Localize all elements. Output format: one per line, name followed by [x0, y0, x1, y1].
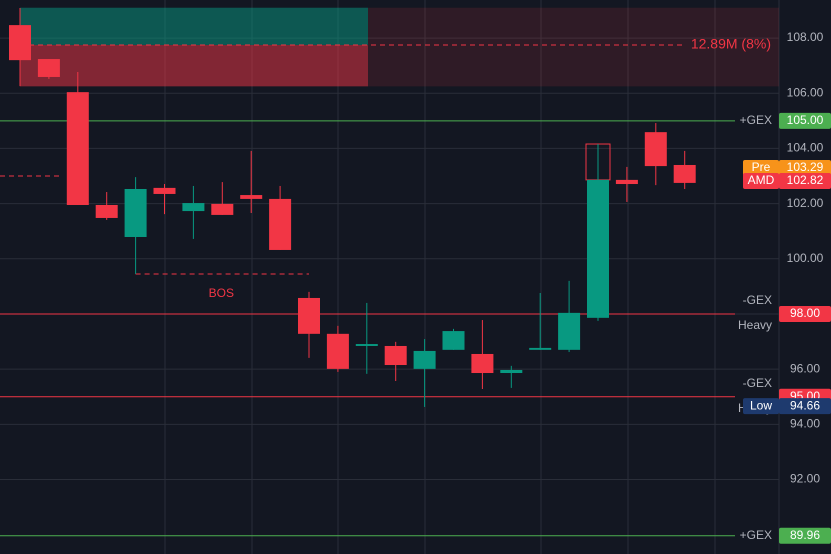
level-name: -GEX	[743, 293, 772, 307]
marker-label: 94.66	[790, 398, 820, 412]
candle-body	[471, 353, 494, 374]
level-tag	[779, 112, 831, 129]
level-name: +GEX	[740, 528, 772, 542]
marker-name: AMD	[748, 173, 775, 187]
candle-body	[37, 59, 60, 77]
candle-body	[529, 347, 552, 350]
candle-body	[240, 195, 263, 199]
candle-body	[413, 350, 436, 369]
marker-label: 102.82	[787, 173, 824, 187]
level-tag-label: 89.96	[790, 528, 820, 542]
candle-body	[153, 187, 176, 194]
y-tick-label: 92.00	[790, 472, 820, 486]
candle-body	[182, 203, 205, 212]
candle-body	[500, 369, 523, 374]
candle-body	[355, 344, 378, 346]
y-tick-label: 94.00	[790, 417, 820, 431]
stop-zone	[20, 44, 368, 87]
v-grid	[164, 0, 716, 554]
level-tag	[779, 305, 831, 322]
marker-name-tag	[743, 398, 779, 415]
candle-body	[211, 203, 234, 215]
candle-body	[298, 297, 320, 334]
marker-tag	[779, 172, 831, 189]
y-tick-label: 108.00	[787, 30, 824, 44]
candle-body	[384, 345, 407, 366]
marker-name-tag	[743, 160, 779, 177]
level-note: Heavy	[738, 318, 772, 332]
candle-body	[124, 188, 147, 237]
y-tick-label: 100.00	[787, 251, 824, 265]
candle-body	[442, 331, 465, 350]
marker-name: Pre	[752, 160, 771, 174]
candle-body	[558, 312, 581, 350]
y-tick-label: 96.00	[790, 361, 820, 375]
position-label: 12.89M (8%)	[691, 36, 771, 52]
level-tag-label: 98.00	[790, 306, 820, 320]
target-zone	[20, 7, 368, 45]
bos-label: BOS	[209, 286, 234, 300]
candle-body	[326, 333, 349, 369]
level-name: +GEX	[740, 113, 772, 127]
marker-name-tag	[743, 172, 779, 189]
candle-body	[269, 198, 292, 250]
candle-body	[9, 25, 31, 61]
marker-name: Low	[750, 398, 772, 412]
marker-tag	[779, 160, 831, 177]
candle-body	[644, 132, 667, 167]
level-name: -GEX	[743, 376, 772, 390]
candle-body	[95, 204, 118, 218]
y-tick-label: 102.00	[787, 196, 824, 210]
target-zone-extended	[368, 7, 779, 87]
level-tag-label: 105.00	[787, 113, 824, 127]
y-tick-label: 106.00	[787, 85, 824, 99]
marker-tag	[779, 398, 831, 415]
candle-body	[587, 179, 609, 318]
marker-label: 103.29	[787, 160, 824, 174]
candle-body	[673, 164, 696, 183]
candle-body	[66, 92, 89, 205]
candle-body	[615, 179, 638, 185]
level-tag	[779, 527, 831, 544]
y-tick-label: 104.00	[787, 141, 824, 155]
